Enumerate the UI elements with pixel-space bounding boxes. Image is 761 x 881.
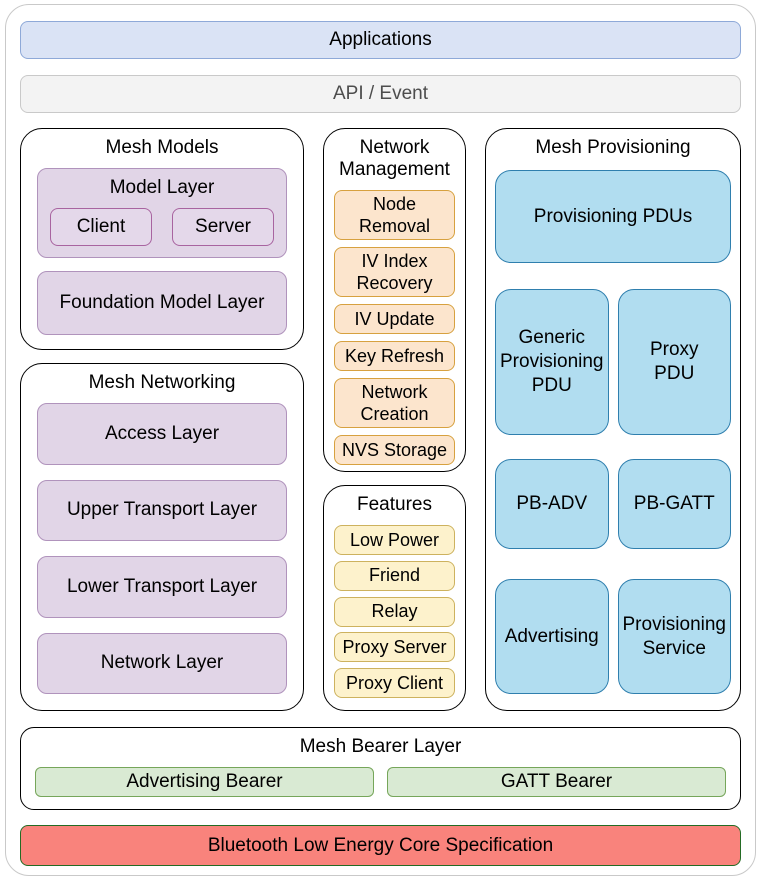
features-section: Features Low Power Friend Relay Proxy Se… <box>323 485 466 711</box>
middle-band: Mesh Models Model Layer Client Server Fo… <box>20 128 741 711</box>
iv-update-box: IV Update <box>334 304 455 334</box>
mesh-models-section: Mesh Models Model Layer Client Server Fo… <box>20 128 304 350</box>
network-management-items: Node Removal IV Index Recovery IV Update… <box>334 190 455 465</box>
ble-core-spec-bar: Bluetooth Low Energy Core Specification <box>20 825 741 866</box>
provisioning-service-box: Provisioning Service <box>617 579 731 694</box>
mesh-bearer-layer-section: Mesh Bearer Layer Advertising Bearer GAT… <box>20 727 741 810</box>
provisioning-row-1: Generic Provisioning PDU Proxy PDU <box>495 289 731 435</box>
mesh-models-title: Mesh Models <box>105 137 219 158</box>
low-power-box: Low Power <box>334 525 455 555</box>
features-items: Low Power Friend Relay Proxy Server Prox… <box>334 525 455 698</box>
provisioning-row-3: Advertising Provisioning Service <box>495 579 731 694</box>
provisioning-pdus-box: Provisioning PDUs <box>495 170 731 263</box>
pb-gatt-box: PB-GATT <box>617 459 731 549</box>
relay-box: Relay <box>334 596 455 627</box>
advertising-bearer-box: Advertising Bearer <box>35 767 374 797</box>
node-removal-box: Node Removal <box>334 190 455 240</box>
bearer-row: Advertising Bearer GATT Bearer <box>35 767 726 797</box>
server-box: Server <box>172 208 274 246</box>
pb-adv-box: PB-ADV <box>495 459 609 549</box>
client-server-row: Client Server <box>50 208 274 246</box>
access-layer-box: Access Layer <box>37 403 287 465</box>
foundation-model-layer-box: Foundation Model Layer <box>37 271 287 335</box>
upper-transport-layer-box: Upper Transport Layer <box>37 479 287 541</box>
nvs-storage-box: NVS Storage <box>334 435 455 465</box>
network-layer-box: Network Layer <box>37 632 287 694</box>
model-layer-title: Model Layer <box>109 177 215 198</box>
gatt-bearer-box: GATT Bearer <box>387 767 726 797</box>
proxy-server-box: Proxy Server <box>334 632 455 663</box>
mesh-networking-title: Mesh Networking <box>88 372 236 393</box>
middle-column: Network Management Node Removal IV Index… <box>323 128 466 711</box>
friend-box: Friend <box>334 560 455 591</box>
api-event-bar: API / Event <box>20 75 741 113</box>
right-column: Mesh Provisioning Provisioning PDUs Gene… <box>485 128 741 711</box>
advertising-box: Advertising <box>495 579 609 694</box>
mesh-provisioning-title: Mesh Provisioning <box>535 137 691 158</box>
lower-transport-layer-box: Lower Transport Layer <box>37 556 287 618</box>
provisioning-row-2: PB-ADV PB-GATT <box>495 459 731 549</box>
left-column: Mesh Models Model Layer Client Server Fo… <box>20 128 304 711</box>
network-management-section: Network Management Node Removal IV Index… <box>323 128 466 472</box>
mesh-networking-section: Mesh Networking Access Layer Upper Trans… <box>20 363 304 711</box>
applications-bar: Applications <box>20 21 741 59</box>
network-creation-box: Network Creation <box>334 378 455 428</box>
features-title: Features <box>357 494 432 515</box>
mesh-networking-layers: Access Layer Upper Transport Layer Lower… <box>37 403 287 694</box>
generic-provisioning-pdu-box: Generic Provisioning PDU <box>495 289 609 435</box>
client-box: Client <box>50 208 152 246</box>
proxy-pdu-box: Proxy PDU <box>617 289 731 435</box>
network-management-title: Network Management <box>339 137 450 180</box>
model-layer-box: Model Layer Client Server <box>37 168 287 258</box>
mesh-bearer-layer-title: Mesh Bearer Layer <box>299 736 462 757</box>
diagram-frame: Applications API / Event Mesh Models Mod… <box>5 4 756 876</box>
mesh-provisioning-section: Mesh Provisioning Provisioning PDUs Gene… <box>485 128 741 711</box>
proxy-client-box: Proxy Client <box>334 668 455 698</box>
key-refresh-box: Key Refresh <box>334 341 455 371</box>
iv-index-recovery-box: IV Index Recovery <box>334 247 455 297</box>
